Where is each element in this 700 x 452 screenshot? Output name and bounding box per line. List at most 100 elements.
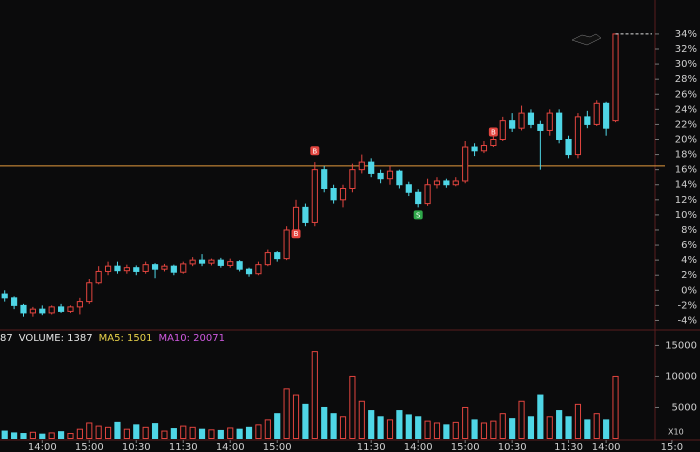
volume-bar: [264, 419, 271, 440]
volume-bar: [189, 426, 196, 439]
x-tick-label: 14:00: [404, 442, 433, 452]
volume-bar: [584, 419, 591, 440]
volume-header: 87: [0, 333, 13, 344]
candle-body: [255, 264, 262, 275]
cursor-icon: [571, 33, 602, 46]
volume-bar: [20, 433, 27, 440]
candle-body: [452, 180, 459, 186]
y-tick-label: 2%: [681, 270, 697, 281]
candle-body: [349, 169, 356, 190]
volume-bar: [358, 400, 365, 440]
candle-body: [86, 282, 93, 303]
candle-body: [499, 120, 506, 140]
volume-bar: [170, 428, 177, 439]
candle-body: [330, 188, 337, 201]
candle-body: [490, 138, 497, 147]
volume-bar: [133, 424, 140, 439]
y-tick-label: 6%: [681, 240, 697, 251]
candle-body: [471, 146, 478, 152]
x-tick-label: 14:00: [28, 442, 57, 452]
candle-body: [537, 123, 544, 131]
volume-bar: [574, 403, 582, 439]
x-tick-label: 11:30: [554, 442, 583, 452]
volume-bar: [556, 410, 563, 439]
candle-body: [245, 268, 253, 275]
volume-bar: [227, 427, 234, 440]
volume-bar: [180, 425, 187, 439]
candle-body: [339, 188, 347, 201]
candle-body: [377, 172, 384, 180]
candle-body: [386, 170, 394, 180]
volume-bar: [499, 413, 506, 440]
x-tick-label: 14:00: [216, 442, 245, 452]
volume-bar: [396, 410, 403, 439]
candle-body: [39, 308, 46, 314]
candle-body: [76, 301, 83, 308]
candle-body: [509, 120, 516, 129]
candle-body: [321, 169, 328, 190]
y-tick-label: 10000: [665, 371, 697, 382]
volume-bar: [311, 351, 318, 439]
candle-body: [48, 306, 55, 314]
candle-body: [405, 184, 412, 193]
volume-bar: [339, 416, 347, 440]
trade-marker: [310, 146, 320, 156]
candle-body: [57, 306, 65, 312]
candle-body: [424, 184, 431, 205]
trade-marker-label: B: [312, 147, 317, 155]
y-tick-label: 15000: [665, 340, 697, 351]
candle-body: [527, 112, 535, 125]
y-tick-label: 32%: [675, 44, 697, 55]
x-tick-label: 15:00: [263, 442, 292, 452]
volume-bar: [39, 433, 46, 440]
candle-body: [161, 265, 168, 270]
volume-bar: [48, 432, 55, 439]
candle-body: [189, 259, 196, 265]
volume-bar: [415, 416, 422, 440]
candle-body: [612, 33, 619, 122]
candle-body: [133, 267, 140, 272]
volume-bar: [443, 424, 450, 439]
x-tick-label: 10:30: [498, 442, 527, 452]
volume-bar: [1, 430, 8, 440]
trade-marker-label: S: [416, 211, 421, 219]
volume-bar: [612, 375, 619, 439]
volume-header: VOLUME: 1387: [19, 333, 93, 344]
candle-body: [556, 112, 563, 140]
x-tick-label: 11:30: [169, 442, 198, 452]
candle-body: [198, 259, 206, 264]
candle-body: [29, 308, 36, 314]
volume-bar: [245, 426, 253, 439]
volume-bar: [67, 433, 74, 440]
volume-bar: [509, 418, 516, 439]
y-tick-label: 12%: [675, 195, 697, 206]
volume-bar: [161, 430, 168, 440]
trade-marker: [488, 127, 498, 137]
y-tick-label: 26%: [675, 89, 697, 100]
candle-body: [123, 267, 130, 272]
candle-body: [180, 263, 187, 273]
candle-body: [593, 102, 600, 125]
y-tick-label: -2%: [678, 300, 697, 311]
candle-body: [95, 270, 102, 284]
volume-bar: [255, 424, 262, 439]
volume-bar: [236, 428, 243, 439]
volume-bar: [565, 416, 572, 440]
candle-body: [584, 116, 591, 125]
x-tick-label: 14:00: [592, 442, 621, 452]
candle-body: [170, 265, 177, 273]
volume-bar: [151, 423, 159, 440]
candle-body: [236, 261, 243, 270]
volume-bar: [405, 414, 412, 439]
candle-body: [11, 297, 18, 306]
x-tick-label: 11:30: [357, 442, 386, 452]
y-tick-label: 10%: [675, 210, 697, 221]
volume-bar: [490, 420, 497, 440]
y-tick-label: 34%: [675, 29, 697, 40]
volume-bar: [433, 422, 441, 439]
volume-bar: [537, 394, 544, 440]
trade-marker-label: B: [294, 230, 299, 238]
x-tick-label: 15:00: [451, 442, 480, 452]
y-tick-label: 28%: [675, 74, 697, 85]
